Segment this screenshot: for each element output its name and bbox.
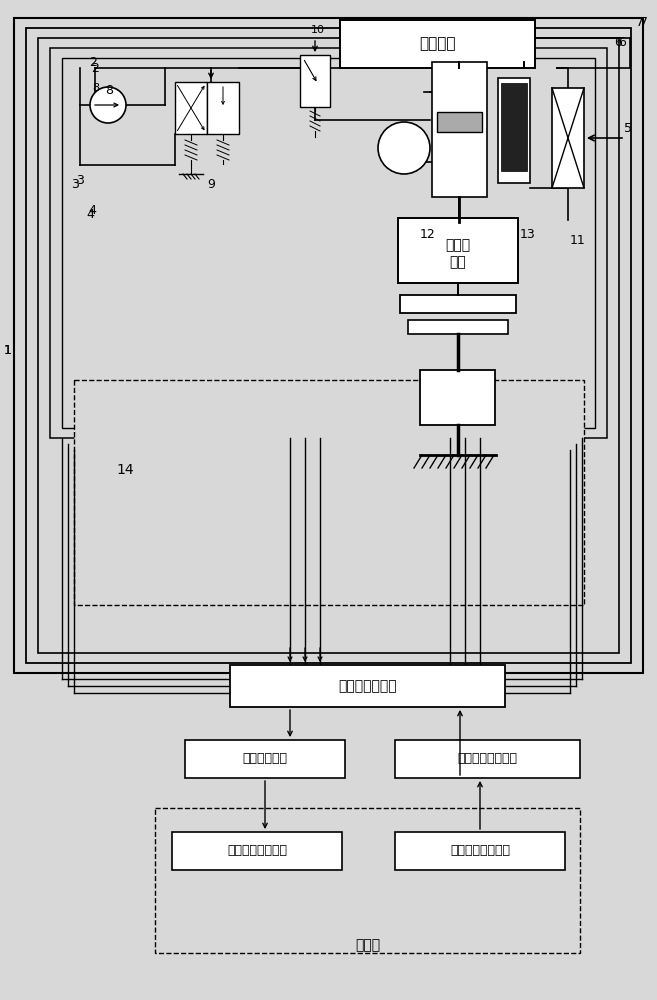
Text: 上位机: 上位机 [355,938,380,952]
Bar [185,740,345,778]
Text: 测控系统监测模块: 测控系统监测模块 [227,844,287,857]
Bar [498,78,530,183]
Text: 6: 6 [614,35,622,48]
Text: 4: 4 [86,209,94,222]
Bar [230,665,505,707]
Text: 7: 7 [636,15,644,28]
Text: 5: 5 [624,121,632,134]
Text: 簧载质量: 簧载质量 [419,36,455,51]
Text: 12: 12 [420,229,436,241]
Text: 信号采集模块: 信号采集模块 [242,752,288,766]
Bar [395,832,565,870]
Text: 2: 2 [91,62,99,75]
Text: 6: 6 [618,35,626,48]
Bar [38,38,619,653]
Text: 10: 10 [311,25,325,35]
Bar [420,370,495,425]
Bar [172,832,342,870]
Bar [408,320,508,334]
Bar [340,20,535,68]
Text: 2: 2 [89,55,97,68]
Text: 14: 14 [116,463,134,477]
Bar [62,58,595,428]
Text: 4: 4 [88,204,96,217]
Text: 13: 13 [520,229,536,241]
Bar [398,218,518,283]
Bar [175,82,207,134]
Text: 8: 8 [93,83,100,93]
Text: 1: 1 [4,344,12,357]
Text: 9: 9 [207,178,215,192]
Bar [300,55,330,107]
Text: 非簧载: 非簧载 [445,238,470,252]
Text: 11: 11 [570,233,586,246]
Text: 8: 8 [105,84,113,97]
Bar [552,88,584,188]
Bar [207,82,239,134]
Circle shape [90,87,126,123]
Bar [155,808,580,953]
Bar [74,380,584,605]
Text: 1: 1 [4,344,12,357]
Bar [50,48,607,438]
Bar [26,28,631,663]
Bar [395,740,580,778]
Bar [501,83,527,171]
Text: 3: 3 [71,178,79,192]
Bar [14,18,643,673]
Text: 7: 7 [640,15,648,28]
Bar [432,62,487,197]
Text: 质量: 质量 [449,255,466,269]
Text: 控制信号输出模块: 控制信号输出模块 [457,752,517,766]
Text: 信号预处理模块: 信号预处理模块 [339,679,397,693]
Text: 控制算法导入模块: 控制算法导入模块 [450,844,510,857]
Circle shape [378,122,430,174]
Bar [400,295,516,313]
Text: 3: 3 [76,174,84,186]
Bar [437,112,482,132]
